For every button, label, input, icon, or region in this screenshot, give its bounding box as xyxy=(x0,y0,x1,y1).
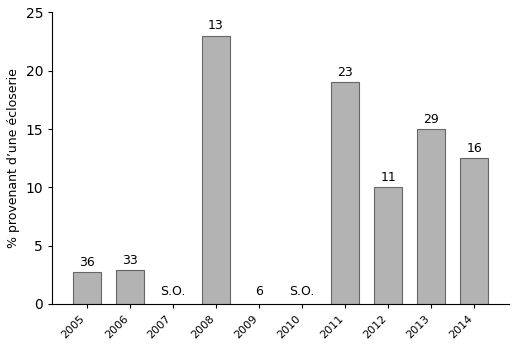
Bar xyxy=(417,129,445,304)
Text: S.O.: S.O. xyxy=(160,285,186,298)
Text: 13: 13 xyxy=(208,19,224,32)
Bar xyxy=(331,83,359,304)
Bar xyxy=(73,272,101,304)
Text: 33: 33 xyxy=(122,254,138,266)
Text: 6: 6 xyxy=(255,285,263,298)
Y-axis label: % provenant d’une écloserie: % provenant d’une écloserie xyxy=(7,68,20,248)
Text: 23: 23 xyxy=(337,66,353,79)
Bar xyxy=(202,36,230,304)
Text: 11: 11 xyxy=(380,171,396,184)
Bar xyxy=(116,270,144,304)
Text: S.O.: S.O. xyxy=(289,285,315,298)
Text: 16: 16 xyxy=(466,142,482,155)
Bar xyxy=(374,187,402,304)
Text: 29: 29 xyxy=(424,112,439,126)
Bar xyxy=(460,158,488,304)
Text: 36: 36 xyxy=(79,256,95,269)
